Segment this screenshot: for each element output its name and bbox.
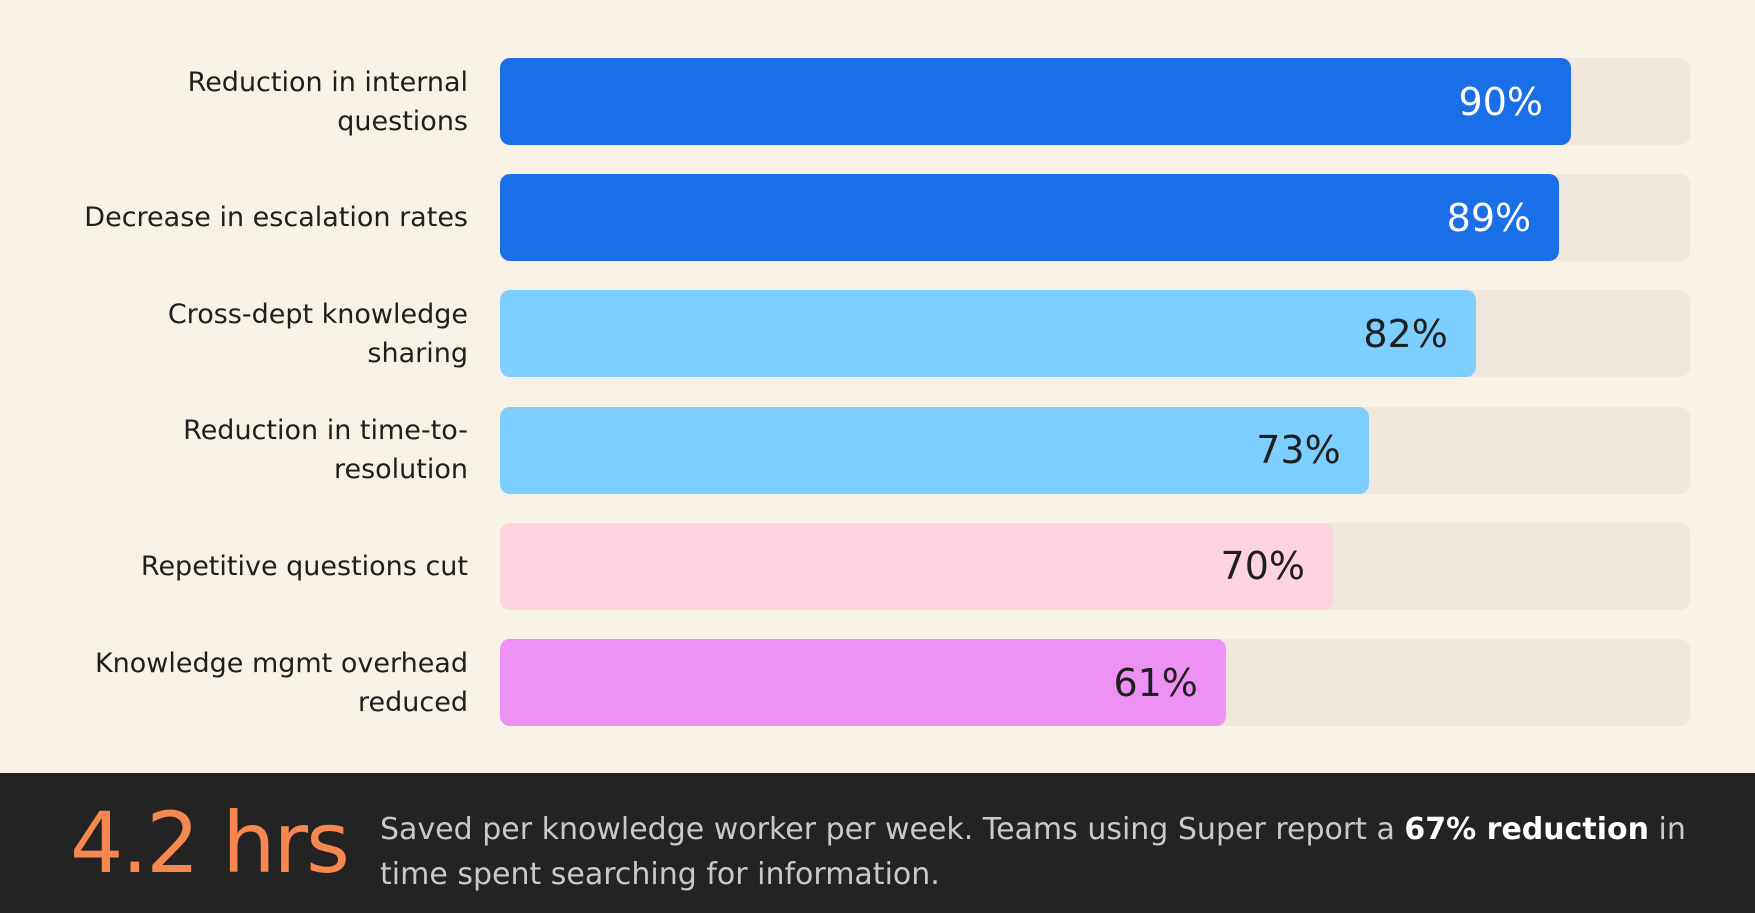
category-text: Reduction in internal questions: [187, 66, 468, 137]
value-label: 82%: [1363, 311, 1448, 356]
footer-text-part: Saved per knowledge worker per week. Tea…: [380, 812, 1405, 847]
bar: [500, 290, 1476, 378]
value-label: 73%: [1256, 428, 1341, 473]
footer-text: Saved per knowledge worker per week. Tea…: [380, 807, 1700, 897]
value-label: 90%: [1458, 79, 1543, 124]
stat: 4.2 hrs: [70, 794, 350, 892]
category-label: Reduction in time-to-resolution: [60, 407, 468, 494]
category-text: Decrease in escalation rates: [84, 202, 468, 234]
category-label: Repetitive questions cut: [60, 523, 468, 610]
bar: [500, 639, 1226, 726]
category-label: Knowledge mgmt overhead reduced: [60, 639, 468, 726]
bar: [500, 174, 1560, 262]
category-label: Decrease in escalation rates: [60, 174, 468, 261]
category-text: Knowledge mgmt overhead reduced: [94, 647, 468, 718]
category-text: Cross-dept knowledge sharing: [167, 298, 468, 369]
chart: Reduction in internal questions 90% Decrea…: [60, 58, 1571, 726]
value-label: 70%: [1220, 544, 1305, 589]
bar: [500, 522, 1333, 610]
footer: 4.2 hrs Saved per knowledge worker per w…: [0, 773, 1755, 913]
category-text: Repetitive questions cut: [140, 550, 468, 582]
category-text: Reduction in time-to-resolution: [183, 415, 468, 486]
value-label: 61%: [1113, 660, 1198, 705]
bar: [500, 406, 1369, 494]
category-label: Cross-dept knowledge sharing: [60, 290, 468, 377]
value-label: 89%: [1446, 195, 1532, 240]
footer-text-part: in time spent searching for information.: [380, 812, 1686, 892]
bar: [500, 58, 1571, 145]
category-label: Reduction in internal questions: [60, 58, 468, 145]
footer-text-bold: 67% reduction: [1404, 812, 1650, 847]
